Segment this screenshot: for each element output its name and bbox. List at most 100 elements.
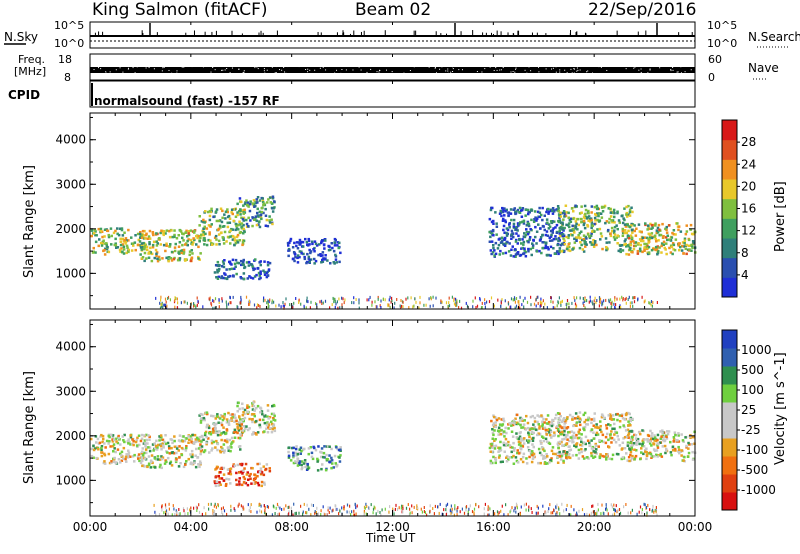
range-cell bbox=[555, 250, 559, 253]
range-cell bbox=[179, 512, 181, 516]
range-cell bbox=[629, 304, 631, 308]
range-cell bbox=[230, 301, 232, 305]
range-cell bbox=[271, 195, 275, 198]
nave-dot bbox=[151, 73, 153, 75]
nave-dot bbox=[547, 72, 549, 74]
range-cell bbox=[110, 234, 113, 238]
range-cell bbox=[586, 423, 589, 426]
range-cell bbox=[528, 508, 530, 512]
range-cell bbox=[593, 419, 596, 422]
range-cell bbox=[528, 238, 531, 241]
range-cell bbox=[572, 224, 576, 228]
range-cell bbox=[524, 208, 528, 211]
range-cell bbox=[242, 272, 246, 275]
range-cell bbox=[583, 411, 587, 415]
nave-dot bbox=[445, 70, 447, 72]
range-cell bbox=[116, 232, 119, 236]
range-cell bbox=[166, 451, 169, 454]
range-cell bbox=[505, 306, 507, 310]
range-cell bbox=[625, 296, 627, 300]
range-cell bbox=[591, 445, 595, 449]
range-cell bbox=[124, 242, 127, 245]
velocity-colorbar-tick-label: 25 bbox=[741, 403, 756, 417]
range-cell bbox=[618, 420, 622, 423]
range-cell bbox=[546, 462, 549, 465]
range-cell bbox=[161, 456, 165, 459]
range-cell bbox=[646, 236, 649, 240]
range-cell bbox=[159, 231, 162, 235]
nave-dot bbox=[298, 66, 300, 68]
range-cell bbox=[682, 440, 685, 443]
nave-dot bbox=[275, 66, 277, 68]
range-cell bbox=[499, 448, 503, 452]
range-cell bbox=[583, 299, 585, 303]
range-cell bbox=[530, 427, 534, 430]
range-cell bbox=[545, 218, 549, 221]
range-cell bbox=[587, 219, 590, 222]
range-cell bbox=[517, 422, 520, 426]
range-cell bbox=[683, 242, 686, 245]
range-cell bbox=[191, 433, 194, 437]
range-cell bbox=[578, 246, 582, 250]
range-cell bbox=[335, 504, 337, 508]
nave-dot bbox=[281, 69, 283, 71]
range-cell bbox=[338, 512, 340, 516]
range-cell bbox=[514, 297, 516, 301]
range-cell bbox=[246, 404, 249, 407]
range-cell bbox=[102, 461, 106, 465]
range-cell bbox=[572, 210, 575, 213]
nave-dot bbox=[334, 72, 336, 74]
range-cell bbox=[630, 446, 633, 449]
range-cell bbox=[585, 423, 588, 426]
range-cell bbox=[546, 414, 550, 417]
range-cell bbox=[601, 303, 603, 307]
range-cell bbox=[240, 504, 242, 508]
range-cell bbox=[298, 250, 302, 253]
range-cell bbox=[644, 450, 647, 453]
nave-dot bbox=[360, 69, 362, 71]
range-cell bbox=[243, 467, 246, 470]
range-cell bbox=[665, 437, 669, 440]
range-cell bbox=[209, 298, 211, 302]
range-cell bbox=[289, 459, 293, 462]
range-cell bbox=[335, 465, 338, 468]
range-cell bbox=[456, 507, 458, 511]
nave-dot bbox=[93, 69, 95, 71]
range-cell bbox=[398, 506, 400, 510]
range-cell bbox=[127, 453, 130, 456]
range-cell bbox=[489, 461, 493, 465]
range-cell bbox=[172, 257, 176, 261]
y-tick-label: 3000 bbox=[55, 177, 86, 191]
range-cell bbox=[635, 441, 638, 444]
range-cell bbox=[662, 240, 666, 244]
range-cell bbox=[203, 221, 206, 224]
range-cell bbox=[158, 237, 161, 240]
range-cell bbox=[666, 432, 670, 436]
range-cell bbox=[500, 304, 502, 308]
nave-dot bbox=[116, 73, 118, 75]
nave-dot bbox=[343, 73, 345, 75]
range-cell bbox=[153, 256, 156, 260]
range-cell bbox=[656, 226, 660, 230]
range-cell bbox=[141, 247, 145, 251]
range-cell bbox=[373, 505, 375, 509]
range-cell bbox=[193, 302, 195, 306]
range-cell bbox=[271, 299, 273, 303]
range-cell bbox=[175, 451, 178, 455]
range-cell bbox=[556, 511, 558, 515]
range-cell bbox=[236, 241, 240, 244]
range-cell bbox=[582, 427, 585, 430]
range-cell bbox=[603, 455, 606, 458]
range-cell bbox=[143, 247, 146, 251]
range-cell bbox=[110, 433, 113, 437]
range-cell bbox=[213, 510, 216, 513]
range-cell bbox=[222, 225, 225, 228]
range-cell bbox=[563, 433, 566, 437]
range-cell bbox=[152, 449, 155, 452]
range-cell bbox=[192, 241, 195, 244]
range-cell bbox=[520, 437, 523, 440]
range-cell bbox=[637, 242, 640, 245]
range-cell bbox=[432, 507, 434, 510]
range-cell bbox=[101, 242, 104, 245]
range-cell bbox=[151, 443, 155, 446]
